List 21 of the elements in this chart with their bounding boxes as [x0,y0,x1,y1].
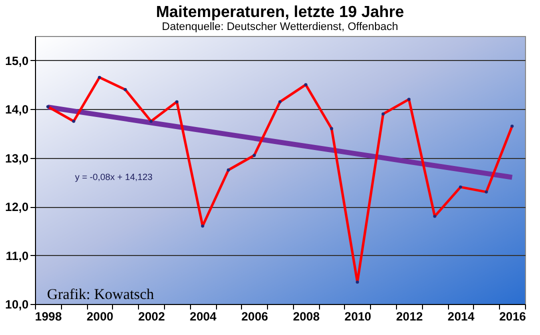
x-tick-label: 2016 [499,310,526,324]
y-tick-label: 15,0 [5,54,29,68]
y-tick-label: 13,0 [5,151,29,166]
x-tick-label: 2008 [292,310,320,324]
chart-title: Maitemperaturen, letzte 19 Jahre [156,4,404,21]
y-tick-label: 12,0 [5,200,29,214]
x-tick-label: 2004 [190,310,217,324]
x-tick-label: 2010 [344,310,372,324]
x-tick-label: 1998 [35,310,62,324]
x-tick-label: 2006 [241,310,268,324]
x-tick-label: 2002 [138,310,166,324]
chart-subtitle: Datenquelle: Deutscher Wetterdienst, Offenbach [162,21,398,33]
y-tick-label: 14,0 [5,102,29,117]
x-tick-label: 2000 [86,310,114,324]
x-tick-label: 2014 [448,310,475,324]
y-tick-label: 10,0 [5,298,29,312]
line-series [46,76,514,284]
x-tick-label: 2012 [396,310,424,324]
annotation: y = -0,08x + 14,123 [75,172,153,182]
y-tick-label: 11,0 [6,248,29,263]
annotation: Grafik: Kowatsch [47,287,155,303]
